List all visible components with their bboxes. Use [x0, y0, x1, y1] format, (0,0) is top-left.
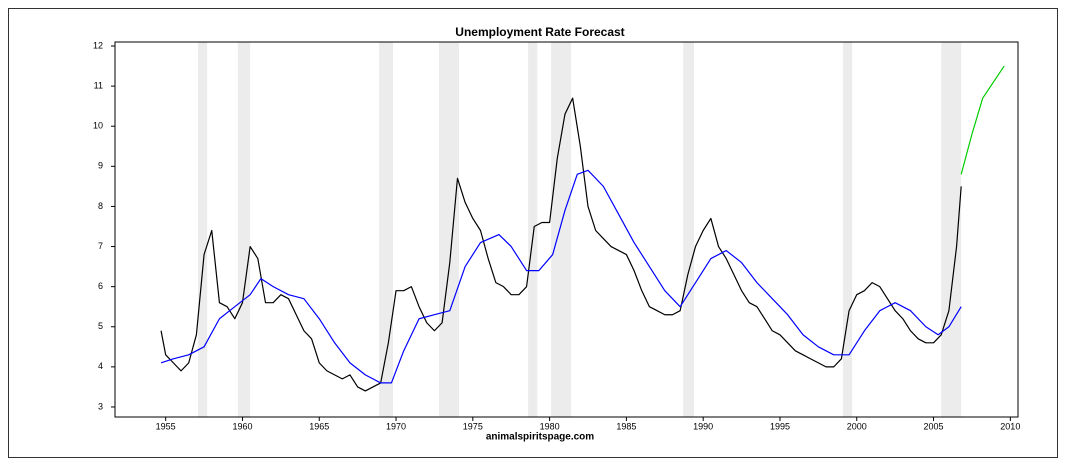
recession-band: [941, 42, 962, 417]
y-tick-label: 4: [98, 361, 103, 371]
y-tick-label: 11: [94, 80, 103, 90]
series-line: [960, 65, 1005, 175]
y-tick-label: 10: [93, 121, 103, 131]
y-tick-label: 3: [98, 401, 103, 411]
x-tick-label: 2000: [847, 421, 867, 431]
recession-band: [379, 42, 393, 417]
series-line: [160, 169, 962, 384]
x-tick-label: 1960: [232, 421, 252, 431]
x-tick-label: 1970: [386, 421, 406, 431]
y-tick-label: 7: [98, 241, 103, 251]
x-tick-label: 1955: [156, 421, 176, 431]
plot-frame: [114, 41, 1019, 418]
x-tick-label: 2010: [1000, 421, 1020, 431]
chart-title: Unemployment Rate Forecast: [455, 25, 624, 39]
outer-frame: [8, 8, 1058, 458]
y-tick-label: 9: [98, 161, 103, 171]
y-tick-label: 8: [98, 201, 103, 211]
recession-band: [237, 42, 251, 417]
y-tick-label: 6: [98, 281, 103, 291]
recession-band: [528, 42, 538, 417]
x-tick-label: 1980: [540, 421, 560, 431]
recession-band: [842, 42, 853, 417]
recession-band: [683, 42, 694, 417]
x-tick-label: 1995: [770, 421, 790, 431]
x-tick-label: 1990: [693, 421, 713, 431]
series-line: [160, 97, 962, 392]
y-tick-label: 12: [93, 40, 103, 50]
recession-band: [197, 42, 208, 417]
recession-band: [439, 42, 459, 417]
recession-band: [551, 42, 572, 417]
x-tick-label: 1975: [463, 421, 483, 431]
x-axis-label: animalspiritspage.com: [486, 432, 594, 443]
y-tick-label: 5: [98, 321, 103, 331]
x-tick-label: 1985: [616, 421, 636, 431]
x-tick-label: 2005: [924, 421, 944, 431]
x-tick-label: 1965: [309, 421, 329, 431]
